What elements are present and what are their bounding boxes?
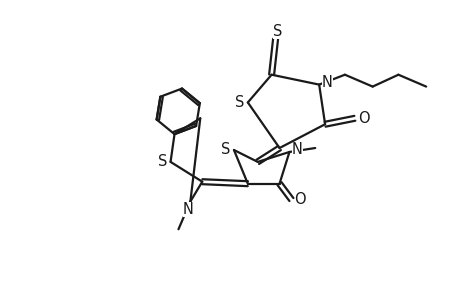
Text: O: O — [357, 111, 369, 126]
Text: N: N — [291, 142, 302, 158]
Text: S: S — [235, 95, 244, 110]
Text: N: N — [183, 202, 193, 217]
Text: S: S — [272, 24, 282, 39]
Text: S: S — [157, 154, 167, 169]
Text: O: O — [294, 192, 306, 207]
Text: S: S — [221, 142, 230, 158]
Text: N: N — [321, 75, 332, 90]
